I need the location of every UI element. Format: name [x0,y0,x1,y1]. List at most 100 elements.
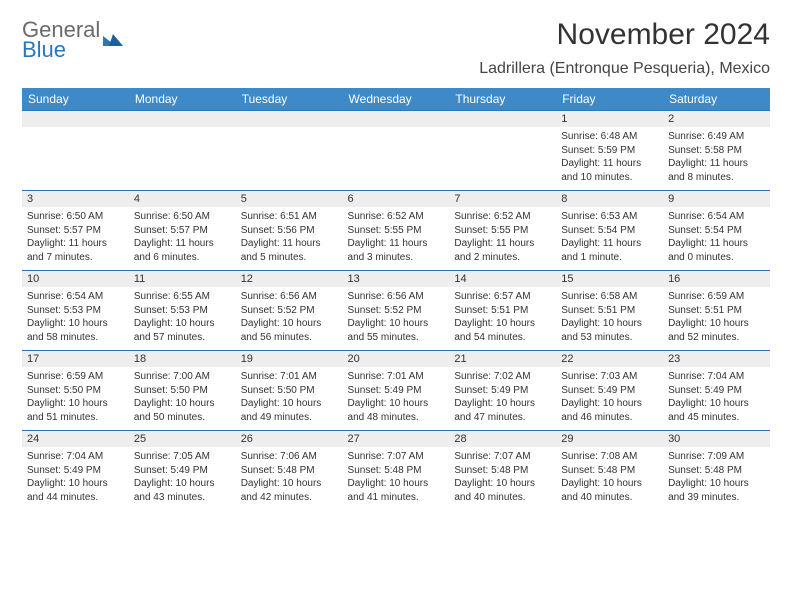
calendar-day-cell [343,111,450,191]
calendar-day-cell: 11Sunrise: 6:55 AMSunset: 5:53 PMDayligh… [129,271,236,351]
calendar-day-cell: 27Sunrise: 7:07 AMSunset: 5:48 PMDayligh… [343,431,450,511]
day-body: Sunrise: 6:49 AMSunset: 5:58 PMDaylight:… [663,127,770,190]
daylight-text: Daylight: 11 hours and 8 minutes. [668,157,765,184]
sunset-text: Sunset: 5:52 PM [241,304,338,318]
sunrise-text: Sunrise: 6:52 AM [348,210,445,224]
calendar-day-cell [129,111,236,191]
weekday-header: Thursday [449,88,556,111]
daylight-text: Daylight: 11 hours and 5 minutes. [241,237,338,264]
sunrise-text: Sunrise: 7:01 AM [241,370,338,384]
day-number-empty [343,111,450,127]
weekday-header: Monday [129,88,236,111]
sunrise-text: Sunrise: 6:54 AM [27,290,124,304]
day-number: 1 [556,111,663,127]
day-body: Sunrise: 6:50 AMSunset: 5:57 PMDaylight:… [22,207,129,270]
calendar-day-cell: 12Sunrise: 6:56 AMSunset: 5:52 PMDayligh… [236,271,343,351]
daylight-text: Daylight: 10 hours and 48 minutes. [348,397,445,424]
calendar-day-cell: 5Sunrise: 6:51 AMSunset: 5:56 PMDaylight… [236,191,343,271]
sunset-text: Sunset: 5:50 PM [241,384,338,398]
sunrise-text: Sunrise: 6:57 AM [454,290,551,304]
sunrise-text: Sunrise: 7:02 AM [454,370,551,384]
day-body: Sunrise: 6:48 AMSunset: 5:59 PMDaylight:… [556,127,663,190]
sunset-text: Sunset: 5:55 PM [454,224,551,238]
sunrise-text: Sunrise: 7:05 AM [134,450,231,464]
sunrise-text: Sunrise: 6:58 AM [561,290,658,304]
sunrise-text: Sunrise: 7:09 AM [668,450,765,464]
day-number: 23 [663,351,770,367]
daylight-text: Daylight: 10 hours and 42 minutes. [241,477,338,504]
day-body: Sunrise: 7:08 AMSunset: 5:48 PMDaylight:… [556,447,663,510]
day-number: 25 [129,431,236,447]
calendar-day-cell: 14Sunrise: 6:57 AMSunset: 5:51 PMDayligh… [449,271,556,351]
day-number: 15 [556,271,663,287]
day-number: 2 [663,111,770,127]
daylight-text: Daylight: 11 hours and 1 minute. [561,237,658,264]
sunset-text: Sunset: 5:49 PM [134,464,231,478]
calendar-day-cell: 25Sunrise: 7:05 AMSunset: 5:49 PMDayligh… [129,431,236,511]
calendar-day-cell: 10Sunrise: 6:54 AMSunset: 5:53 PMDayligh… [22,271,129,351]
sunset-text: Sunset: 5:48 PM [241,464,338,478]
day-body: Sunrise: 6:56 AMSunset: 5:52 PMDaylight:… [236,287,343,350]
logo-triangle-icon [103,32,125,48]
calendar-day-cell: 4Sunrise: 6:50 AMSunset: 5:57 PMDaylight… [129,191,236,271]
day-number: 21 [449,351,556,367]
sunset-text: Sunset: 5:59 PM [561,144,658,158]
calendar-day-cell [236,111,343,191]
calendar-day-cell: 23Sunrise: 7:04 AMSunset: 5:49 PMDayligh… [663,351,770,431]
calendar-week-row: 17Sunrise: 6:59 AMSunset: 5:50 PMDayligh… [22,351,770,431]
day-body: Sunrise: 7:07 AMSunset: 5:48 PMDaylight:… [449,447,556,510]
calendar-week-row: 10Sunrise: 6:54 AMSunset: 5:53 PMDayligh… [22,271,770,351]
calendar-day-cell [449,111,556,191]
day-body-empty [449,127,556,181]
day-number: 18 [129,351,236,367]
calendar-week-row: 24Sunrise: 7:04 AMSunset: 5:49 PMDayligh… [22,431,770,511]
calendar-day-cell: 17Sunrise: 6:59 AMSunset: 5:50 PMDayligh… [22,351,129,431]
sunrise-text: Sunrise: 6:52 AM [454,210,551,224]
day-body: Sunrise: 6:56 AMSunset: 5:52 PMDaylight:… [343,287,450,350]
day-body: Sunrise: 7:05 AMSunset: 5:49 PMDaylight:… [129,447,236,510]
sunset-text: Sunset: 5:49 PM [668,384,765,398]
day-body: Sunrise: 7:09 AMSunset: 5:48 PMDaylight:… [663,447,770,510]
sunrise-text: Sunrise: 6:54 AM [668,210,765,224]
calendar-day-cell: 2Sunrise: 6:49 AMSunset: 5:58 PMDaylight… [663,111,770,191]
weekday-header: Tuesday [236,88,343,111]
daylight-text: Daylight: 10 hours and 44 minutes. [27,477,124,504]
day-body: Sunrise: 6:59 AMSunset: 5:51 PMDaylight:… [663,287,770,350]
day-number: 9 [663,191,770,207]
day-body: Sunrise: 6:54 AMSunset: 5:53 PMDaylight:… [22,287,129,350]
calendar-day-cell: 22Sunrise: 7:03 AMSunset: 5:49 PMDayligh… [556,351,663,431]
day-body: Sunrise: 7:00 AMSunset: 5:50 PMDaylight:… [129,367,236,430]
sunrise-text: Sunrise: 6:49 AM [668,130,765,144]
sunset-text: Sunset: 5:48 PM [348,464,445,478]
day-number: 11 [129,271,236,287]
sunset-text: Sunset: 5:57 PM [134,224,231,238]
sunrise-text: Sunrise: 6:55 AM [134,290,231,304]
daylight-text: Daylight: 10 hours and 49 minutes. [241,397,338,424]
day-body: Sunrise: 6:52 AMSunset: 5:55 PMDaylight:… [449,207,556,270]
sunset-text: Sunset: 5:49 PM [348,384,445,398]
daylight-text: Daylight: 10 hours and 53 minutes. [561,317,658,344]
day-number: 24 [22,431,129,447]
daylight-text: Daylight: 10 hours and 52 minutes. [668,317,765,344]
sunrise-text: Sunrise: 6:51 AM [241,210,338,224]
sunrise-calendar-table: SundayMondayTuesdayWednesdayThursdayFrid… [22,88,770,510]
calendar-day-cell: 3Sunrise: 6:50 AMSunset: 5:57 PMDaylight… [22,191,129,271]
day-number: 16 [663,271,770,287]
day-body: Sunrise: 6:53 AMSunset: 5:54 PMDaylight:… [556,207,663,270]
day-number: 17 [22,351,129,367]
daylight-text: Daylight: 10 hours and 50 minutes. [134,397,231,424]
sunrise-text: Sunrise: 7:00 AM [134,370,231,384]
calendar-day-cell: 1Sunrise: 6:48 AMSunset: 5:59 PMDaylight… [556,111,663,191]
weekday-header-row: SundayMondayTuesdayWednesdayThursdayFrid… [22,88,770,111]
day-number: 27 [343,431,450,447]
sunset-text: Sunset: 5:51 PM [668,304,765,318]
calendar-day-cell: 28Sunrise: 7:07 AMSunset: 5:48 PMDayligh… [449,431,556,511]
calendar-day-cell: 6Sunrise: 6:52 AMSunset: 5:55 PMDaylight… [343,191,450,271]
daylight-text: Daylight: 10 hours and 46 minutes. [561,397,658,424]
daylight-text: Daylight: 11 hours and 10 minutes. [561,157,658,184]
day-body: Sunrise: 7:01 AMSunset: 5:50 PMDaylight:… [236,367,343,430]
day-body: Sunrise: 7:04 AMSunset: 5:49 PMDaylight:… [22,447,129,510]
sunset-text: Sunset: 5:51 PM [454,304,551,318]
day-number: 8 [556,191,663,207]
sunset-text: Sunset: 5:55 PM [348,224,445,238]
